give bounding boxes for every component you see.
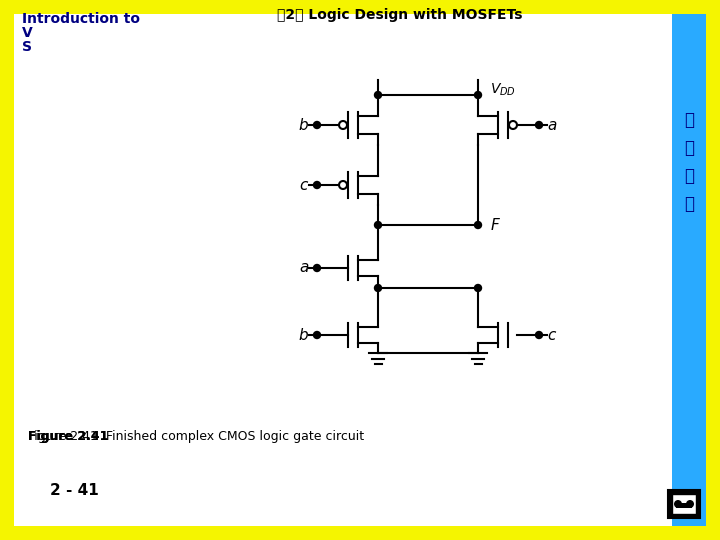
Text: V: V <box>22 26 32 40</box>
Circle shape <box>674 500 682 508</box>
Bar <box>668 490 700 518</box>
Bar <box>676 503 692 508</box>
Text: $c$: $c$ <box>299 178 309 192</box>
Text: $b$: $b$ <box>298 327 309 343</box>
Text: Figure 2.41  Finished complex CMOS logic gate circuit: Figure 2.41 Finished complex CMOS logic … <box>28 430 364 443</box>
Text: Figure 2.41: Figure 2.41 <box>28 430 109 443</box>
Circle shape <box>313 181 320 188</box>
Text: $a$: $a$ <box>299 260 309 275</box>
Text: $a$: $a$ <box>547 118 557 132</box>
Text: 2 - 41: 2 - 41 <box>50 483 99 498</box>
Text: 第2章 Logic Design with MOSFETs: 第2章 Logic Design with MOSFETs <box>277 8 523 22</box>
Bar <box>672 494 696 514</box>
Text: 图: 图 <box>684 167 694 185</box>
Circle shape <box>474 91 482 98</box>
Text: $V_{DD}$: $V_{DD}$ <box>490 82 516 98</box>
Text: $c$: $c$ <box>547 327 557 342</box>
Circle shape <box>313 332 320 339</box>
Text: $F$: $F$ <box>490 217 501 233</box>
Text: 概: 概 <box>684 139 694 157</box>
Text: 辑: 辑 <box>684 195 694 213</box>
Text: Figure 2.41: Figure 2.41 <box>28 430 109 443</box>
Circle shape <box>313 265 320 272</box>
Text: 计: 计 <box>684 111 694 129</box>
Circle shape <box>474 221 482 228</box>
Circle shape <box>374 221 382 228</box>
Circle shape <box>374 285 382 292</box>
Circle shape <box>313 122 320 129</box>
Circle shape <box>686 500 694 508</box>
Circle shape <box>374 91 382 98</box>
Circle shape <box>474 285 482 292</box>
Circle shape <box>536 122 542 129</box>
Circle shape <box>536 332 542 339</box>
Bar <box>672 14 706 526</box>
Text: $b$: $b$ <box>298 117 309 133</box>
Text: S: S <box>22 40 32 54</box>
Text: Introduction to: Introduction to <box>22 12 140 26</box>
